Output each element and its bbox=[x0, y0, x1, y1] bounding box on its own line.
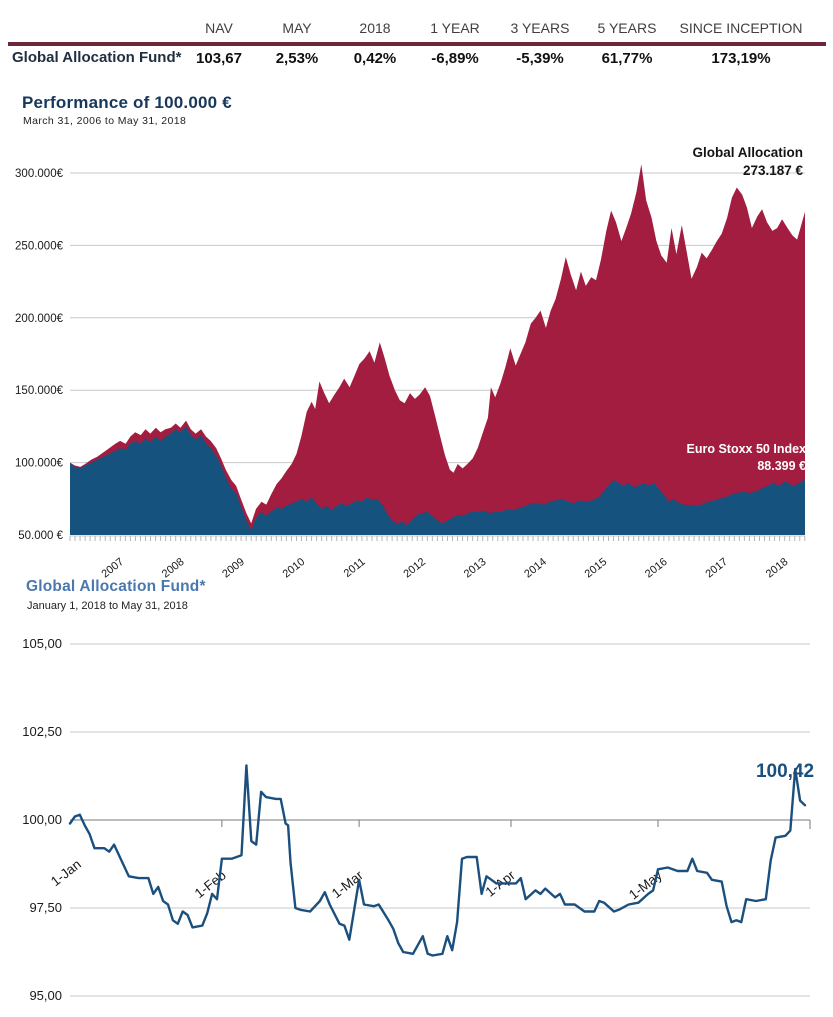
y-axis-label: 200.000€ bbox=[15, 313, 64, 325]
y-axis-label: 95,00 bbox=[29, 988, 62, 1003]
table-header-3-years: 3 YEARS bbox=[510, 20, 570, 36]
y-axis-label: 250.000€ bbox=[15, 240, 64, 252]
performance-chart-title: Performance of 100.000 € bbox=[22, 93, 232, 112]
euro-stoxx-area bbox=[70, 426, 805, 535]
table-value-cell: -6,89% bbox=[431, 50, 479, 67]
table-header-5-years: 5 YEARS bbox=[597, 20, 657, 36]
table-header-2018: 2018 bbox=[359, 20, 391, 36]
table-value-cell: 61,77% bbox=[601, 50, 653, 67]
end-value-label: 100,42 bbox=[756, 761, 814, 782]
table-value-cell: 2,53% bbox=[275, 50, 319, 67]
table-value-cell: 173,19% bbox=[711, 50, 771, 67]
fund-chart-subtitle: January 1, 2018 to May 31, 2018 bbox=[27, 600, 188, 612]
table-value-cell: 103,67 bbox=[196, 50, 242, 67]
euro-stoxx-annotation-name: Euro Stoxx 50 Index bbox=[687, 442, 807, 456]
y-axis-label: 50.000 € bbox=[18, 530, 63, 542]
table-header-since-inception: SINCE INCEPTION bbox=[679, 20, 803, 36]
x-axis-label: 1-Jan bbox=[48, 857, 84, 890]
y-axis-label: 100,00 bbox=[22, 812, 62, 827]
fund-row-label: Global Allocation Fund* bbox=[12, 49, 182, 66]
nav-line bbox=[68, 764, 807, 957]
global-allocation-annotation-value: 273.187 € bbox=[743, 163, 804, 178]
euro-stoxx-annotation-value: 88.399 € bbox=[757, 459, 806, 473]
global-allocation-area bbox=[70, 164, 805, 536]
table-value-cell: 0,42% bbox=[353, 50, 397, 67]
fund-chart-title: Global Allocation Fund* bbox=[26, 578, 206, 595]
table-header-nav: NAV bbox=[205, 20, 233, 36]
y-axis-label: 100.000€ bbox=[15, 458, 64, 470]
table-header-may: MAY bbox=[282, 20, 312, 36]
performance-chart-subtitle: March 31, 2006 to May 31, 2018 bbox=[23, 115, 187, 127]
y-axis-label: 150.000€ bbox=[15, 385, 64, 397]
table-value-cell: -5,39% bbox=[516, 50, 564, 67]
y-axis-label: 300.000€ bbox=[15, 168, 64, 180]
y-axis-label: 105,00 bbox=[22, 636, 62, 651]
y-axis-label: 102,50 bbox=[22, 724, 62, 739]
table-header-1-year: 1 YEAR bbox=[430, 20, 480, 36]
y-axis-label: 97,50 bbox=[29, 900, 62, 915]
global-allocation-annotation-name: Global Allocation bbox=[692, 145, 803, 160]
x-axis-label: 1-Feb bbox=[192, 868, 229, 902]
table-header-rule bbox=[8, 42, 826, 46]
